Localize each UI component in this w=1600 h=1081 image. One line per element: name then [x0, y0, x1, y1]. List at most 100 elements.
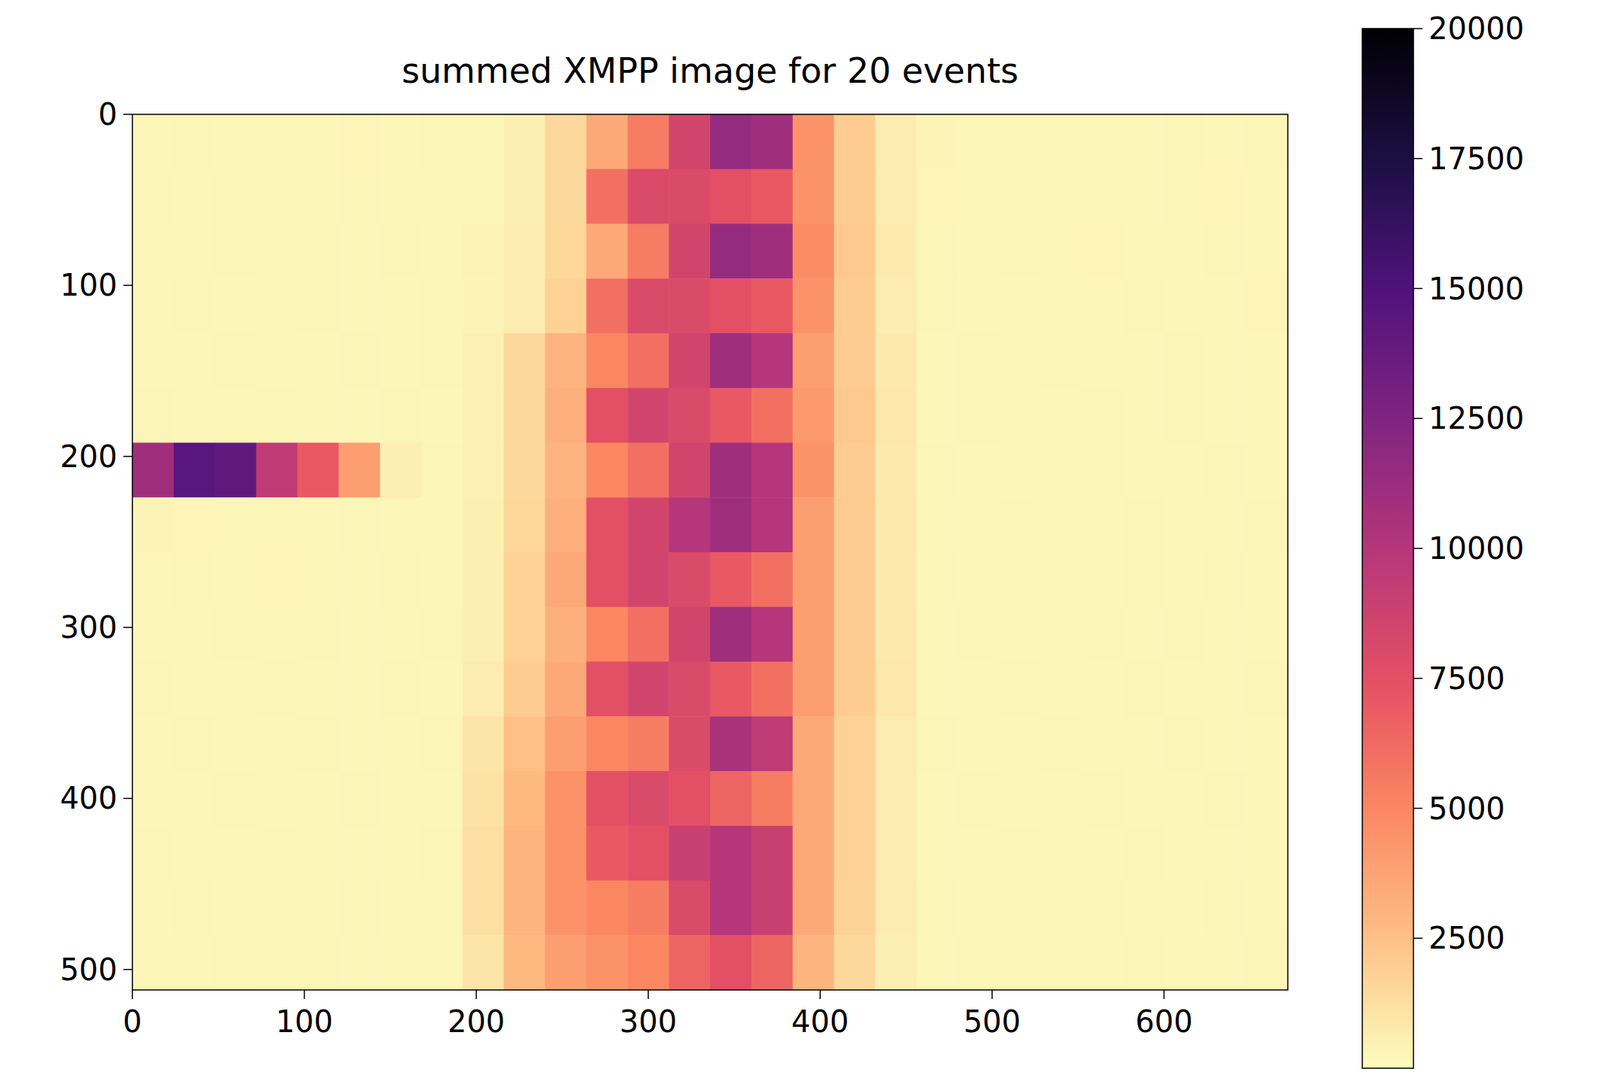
cell: [462, 224, 504, 280]
cell: [627, 388, 669, 444]
cell: [1081, 497, 1124, 553]
cell: [998, 661, 1041, 717]
cell: [173, 388, 216, 444]
cell: [792, 388, 835, 444]
cell: [585, 224, 628, 280]
cell: [834, 388, 876, 444]
cell: [1205, 935, 1247, 990]
cell: [338, 497, 380, 553]
cell: [545, 661, 587, 717]
cell: [338, 278, 380, 334]
cell: [1081, 825, 1124, 881]
cell: [1246, 716, 1288, 772]
cell: [585, 880, 628, 936]
cell: [256, 552, 298, 608]
colorbar-tick-label: 12500: [1428, 400, 1525, 436]
cell: [1123, 224, 1165, 280]
colorbar-tick: [1413, 157, 1423, 160]
cell: [668, 552, 711, 608]
cell: [545, 388, 587, 444]
cell: [132, 333, 174, 389]
cell: [256, 825, 298, 881]
cell: [379, 388, 422, 444]
cells: [132, 114, 1288, 990]
cell: [916, 771, 958, 826]
cell: [1081, 552, 1124, 608]
cell: [1246, 443, 1288, 498]
cell: [751, 388, 793, 444]
cell: [998, 716, 1041, 772]
cell: [957, 388, 999, 444]
cell: [173, 224, 216, 280]
cell: [668, 607, 711, 662]
cell: [1205, 552, 1247, 608]
cell: [668, 935, 711, 990]
cell: [627, 224, 669, 280]
cell: [421, 278, 463, 334]
cell: [668, 114, 711, 170]
cell: [215, 771, 257, 826]
cell: [379, 114, 422, 170]
cell: [421, 825, 463, 881]
cell: [421, 771, 463, 826]
colorbar-tick-label: 20000: [1428, 11, 1525, 46]
cell: [585, 443, 628, 498]
cell: [1123, 114, 1165, 170]
cell: [792, 497, 835, 553]
cell: [1040, 661, 1082, 717]
cell: [421, 497, 463, 553]
x-tick: [303, 989, 306, 999]
cell: [585, 552, 628, 608]
plot-frame: [132, 114, 1288, 990]
cell: [545, 278, 587, 334]
cell: [338, 716, 380, 772]
cell: [874, 935, 917, 990]
cell: [503, 716, 546, 772]
cell: [421, 935, 463, 990]
cell: [874, 825, 917, 881]
cell: [503, 825, 546, 881]
cell: [1040, 825, 1082, 881]
cell: [132, 224, 174, 280]
cell: [132, 443, 174, 498]
cell: [545, 716, 587, 772]
cell: [957, 443, 999, 498]
colorbar-tick: [1413, 807, 1423, 810]
cell: [338, 880, 380, 936]
cell: [1205, 497, 1247, 553]
cell: [462, 169, 504, 225]
colorbar-tick-label: 15000: [1428, 271, 1525, 307]
cell: [874, 278, 917, 334]
cell: [215, 935, 257, 990]
cell: [710, 716, 752, 772]
cell: [462, 497, 504, 553]
cell: [1123, 388, 1165, 444]
x-tick: [1163, 989, 1166, 999]
cell: [627, 716, 669, 772]
cell: [132, 771, 174, 826]
y-tick-label: 0: [98, 97, 118, 132]
cell: [1081, 771, 1124, 826]
cell: [585, 935, 628, 990]
cell: [668, 169, 711, 225]
cell: [1040, 278, 1082, 334]
cell: [998, 607, 1041, 662]
cell: [792, 771, 835, 826]
cell: [1163, 497, 1206, 553]
cell: [297, 114, 339, 170]
colorbar-tick-label: 7500: [1428, 661, 1506, 696]
cell: [916, 333, 958, 389]
cell: [503, 169, 546, 225]
cell: [874, 661, 917, 717]
cell: [916, 114, 958, 170]
cell: [545, 771, 587, 826]
cell: [421, 388, 463, 444]
cell: [1163, 661, 1206, 717]
cell: [874, 443, 917, 498]
cell: [1040, 169, 1082, 225]
cell: [1163, 114, 1206, 170]
cell: [379, 552, 422, 608]
cell: [792, 443, 835, 498]
cell: [1081, 880, 1124, 936]
cell: [379, 169, 422, 225]
